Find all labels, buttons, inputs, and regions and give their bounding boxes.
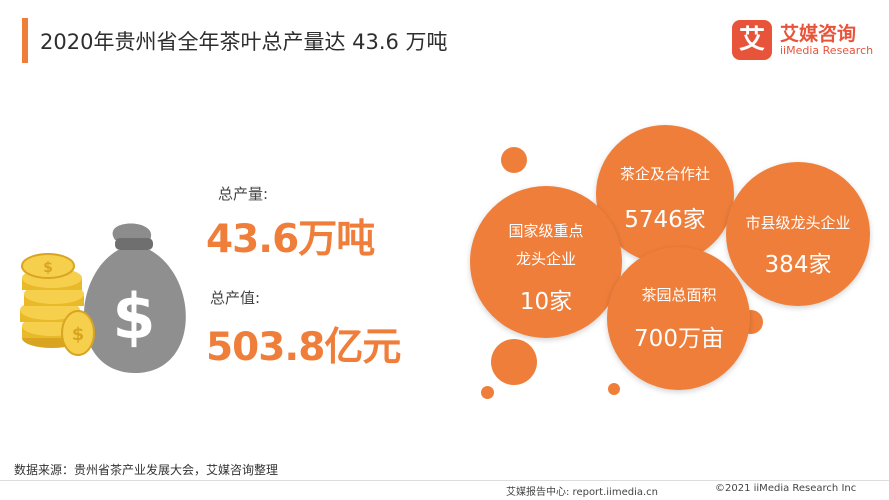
standing-coin-icon: $ [61, 310, 95, 356]
bubble-value: 10家 [519, 289, 573, 315]
output-value: 43.6万吨 [206, 217, 375, 262]
output-label: 总产量: [218, 185, 269, 203]
footer-divider [0, 480, 889, 481]
data-source-note: 数据来源：贵州省茶产业发展大会，艾媒咨询整理 [14, 463, 279, 477]
logo-name-en: iiMedia Research [780, 44, 874, 57]
bubble-label: 市县级龙头企业 [745, 214, 851, 232]
decor-dot [501, 147, 527, 173]
decor-dot [608, 383, 620, 395]
bubble-national-leaders: 国家级重点 龙头企业 10家 [470, 186, 622, 338]
bubble-label-line2: 龙头企业 [515, 250, 577, 268]
bubble-value: 5746家 [624, 207, 706, 233]
output-value-amount: 503.8亿元 [206, 325, 401, 370]
bubble-value: 384家 [764, 252, 832, 278]
bubble-label: 国家级重点 [508, 222, 584, 240]
decor-dot [481, 386, 494, 399]
brand-logo: 艾 艾媒咨询 iiMedia Research [732, 20, 882, 60]
coin-stack-icon: $ [20, 253, 84, 348]
bubble-value: 700万亩 [634, 326, 724, 352]
footer-copyright: ©2021 iiMedia Research Inc [715, 483, 857, 494]
footer-report-link[interactable]: 艾媒报告中心: report.iimedia.cn [506, 487, 658, 498]
standing-coin-symbol: $ [72, 324, 85, 345]
bag-symbol: $ [112, 280, 155, 353]
bubble-label: 茶企及合作社 [619, 165, 711, 183]
coin-symbol: $ [43, 260, 53, 276]
decor-dot [491, 339, 537, 385]
page-title: 2020年贵州省全年茶叶总产量达 43.6 万吨 [40, 30, 448, 54]
title-accent-bar [22, 18, 28, 63]
output-value-label: 总产值: [210, 289, 261, 307]
logo-mark: 艾 [732, 20, 772, 60]
bubble-cluster: 茶企及合作社 5746家 国家级重点 龙头企业 10家 市县级龙头企业 384家… [470, 125, 889, 410]
money-bag-icon: $ $ $ [20, 223, 186, 373]
bubble-tea-garden-area: 茶园总面积 700万亩 [607, 247, 750, 390]
bubble-label: 茶园总面积 [641, 286, 717, 304]
logo-name-cn: 艾媒咨询 [780, 23, 857, 45]
bubble-county-leaders: 市县级龙头企业 384家 [726, 162, 870, 306]
bag-shape: $ [83, 223, 186, 373]
